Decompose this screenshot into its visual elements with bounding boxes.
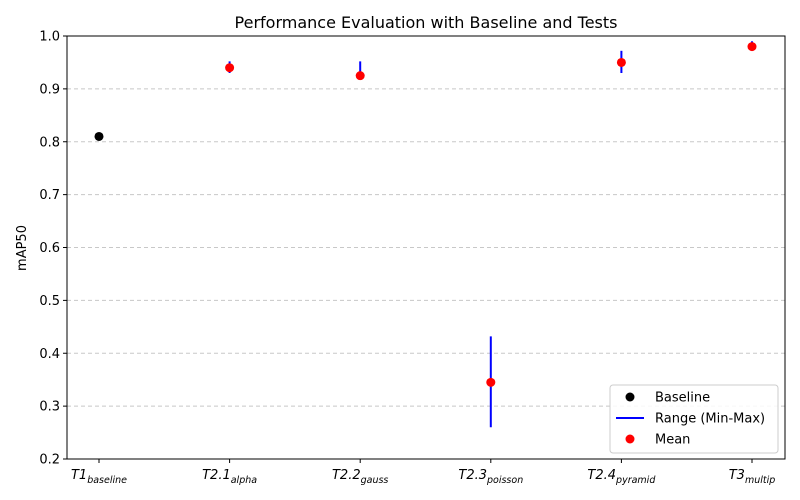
x-tick-label-main: T2.3 bbox=[458, 468, 487, 483]
y-tick-label: 0.8 bbox=[39, 135, 60, 150]
x-tick-label: T2.2gauss bbox=[332, 468, 388, 486]
legend-mean-swatch bbox=[625, 434, 635, 444]
y-tick-label: 0.6 bbox=[39, 241, 60, 256]
y-axis-label: mAP50 bbox=[15, 225, 30, 271]
x-tick-label-main: T1 bbox=[71, 468, 87, 483]
legend: Baseline Range (Min-Max) Mean bbox=[609, 384, 779, 454]
mean-point bbox=[225, 63, 235, 73]
axis-ticks: 0.2 0.3 0.4 0.5 0.6 0.7 0.8 0.9 1.0 T1baseline T2.… bbox=[39, 30, 775, 487]
mean-point bbox=[616, 57, 626, 67]
y-tick-label: 0.7 bbox=[39, 188, 60, 203]
grid bbox=[67, 88, 785, 407]
legend-label: Range (Min-Max) bbox=[655, 412, 765, 427]
y-tick-label: 0.2 bbox=[39, 453, 60, 468]
x-tick-label-sub: poisson bbox=[486, 475, 523, 486]
x-tick-label-main: T2.2 bbox=[332, 468, 361, 483]
mean-point bbox=[486, 377, 496, 387]
x-tick-label: T1baseline bbox=[71, 468, 127, 486]
baseline-point bbox=[94, 131, 104, 141]
x-tick-label: T2.1alpha bbox=[202, 468, 257, 486]
x-tick-label-sub: gauss bbox=[361, 475, 389, 486]
x-tick-label-sub: multip bbox=[745, 475, 775, 486]
x-tick-label-sub: pyramid bbox=[615, 475, 656, 486]
chart-title: Performance Evaluation with Baseline and… bbox=[235, 13, 618, 32]
y-tick-label: 0.5 bbox=[39, 294, 60, 309]
x-tick-label-main: T2.1 bbox=[202, 468, 231, 483]
mean-point bbox=[747, 42, 757, 52]
legend-box bbox=[609, 384, 779, 454]
plot-frame bbox=[66, 35, 786, 460]
legend-baseline-swatch bbox=[625, 392, 635, 402]
y-tick-label: 1.0 bbox=[39, 30, 60, 45]
x-tick-label-sub: alpha bbox=[231, 475, 258, 486]
x-tick-label: T3multip bbox=[729, 468, 776, 486]
legend-label: Baseline bbox=[655, 391, 710, 406]
mean-point bbox=[355, 71, 365, 81]
x-tick-label-sub: baseline bbox=[87, 475, 127, 486]
legend-label: Mean bbox=[655, 433, 690, 448]
x-tick-label: T2.3poisson bbox=[458, 468, 523, 486]
y-tick-label: 0.4 bbox=[39, 347, 60, 362]
y-tick-label: 0.9 bbox=[39, 82, 60, 97]
data-marks bbox=[94, 41, 757, 428]
x-tick-label: T2.4pyramid bbox=[587, 468, 656, 486]
x-tick-label-main: T3 bbox=[729, 468, 745, 483]
x-tick-label-main: T2.4 bbox=[587, 468, 616, 483]
y-tick-label: 0.3 bbox=[39, 400, 60, 415]
